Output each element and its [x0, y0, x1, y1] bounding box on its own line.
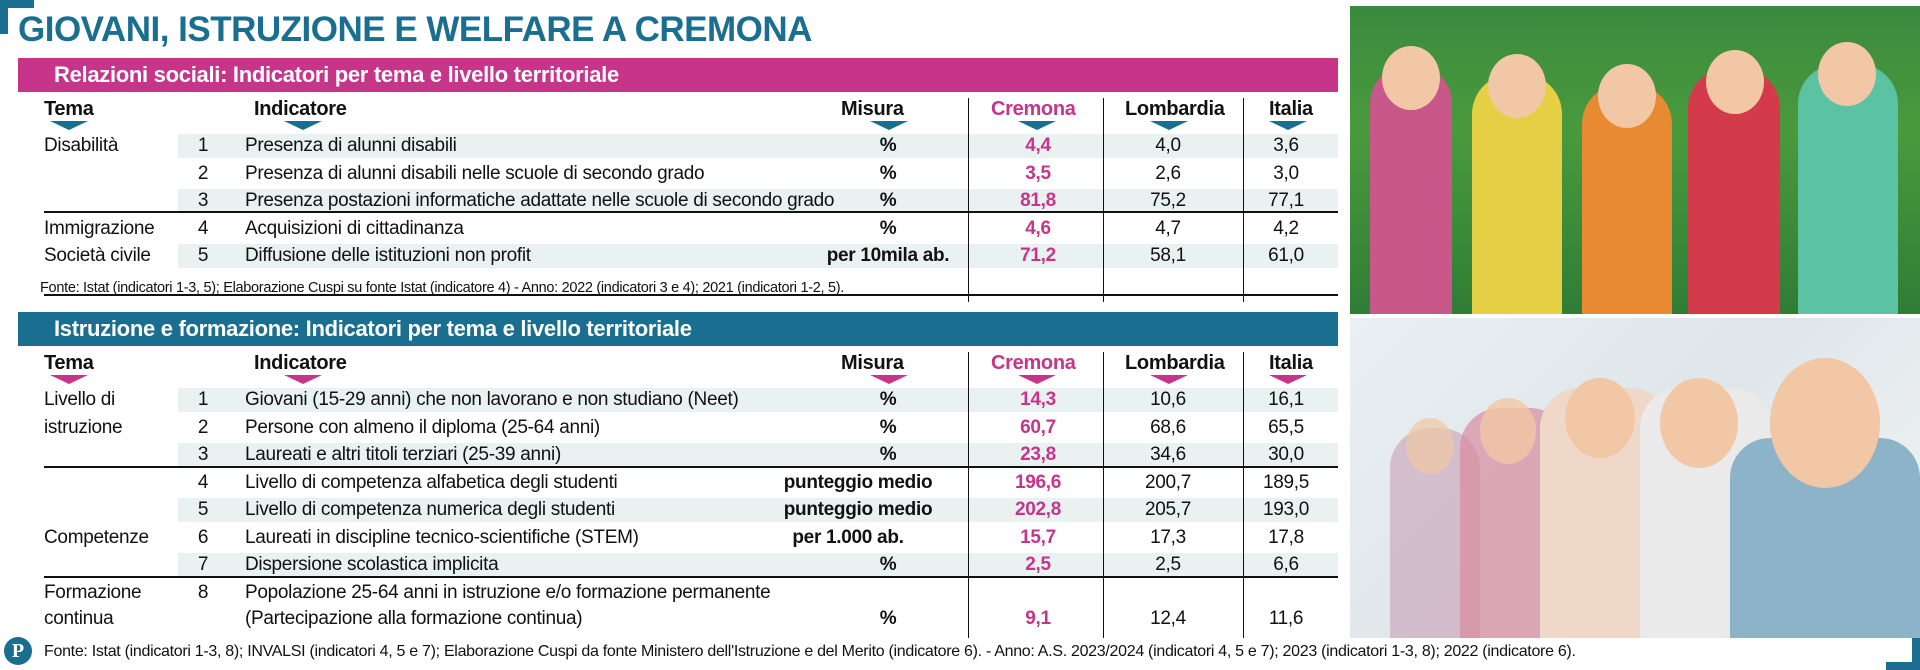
triangle-icon: [870, 375, 908, 384]
photo-children: [1350, 6, 1920, 314]
table-row: istruzione 2 Persone con almeno il diplo…: [44, 416, 1304, 438]
corner-mark: [0, 0, 8, 34]
table-row: 3 Presenza postazioni informatiche adatt…: [18, 187, 1338, 215]
divider: [1103, 98, 1104, 302]
table-row: Formazione 8 Popolazione 25-64 anni in i…: [44, 581, 771, 603]
col-lombardia: Lombardia: [1125, 98, 1225, 120]
divider: [1103, 352, 1104, 638]
triangle-icon: [1269, 121, 1307, 130]
triangle-icon: [1150, 375, 1188, 384]
photo-students: [1350, 318, 1920, 638]
divider: [44, 211, 1338, 213]
table-row: 3 Laureati e altri titoli terziari (25-3…: [18, 441, 1338, 469]
col-tema: Tema: [44, 98, 94, 120]
triangle-icon: [870, 121, 908, 130]
table-istruzione-formazione: Tema Indicatore Misura Cremona Lombardia…: [18, 350, 1338, 638]
divider: [44, 294, 1338, 296]
divider: [1243, 98, 1244, 302]
table-row: Disabilità 1 Presenza di alunni disabili…: [18, 132, 1338, 160]
section-heading-istruzione: Istruzione e formazione: Indicatori per …: [18, 312, 1338, 346]
divider: [968, 352, 969, 638]
triangle-icon: [50, 121, 88, 130]
source-note: Fonte: Istat (indicatori 1-3, 8); INVALS…: [44, 643, 1576, 660]
table-row: Società civile 5 Diffusione delle istitu…: [18, 242, 1338, 270]
corner-mark: [0, 0, 34, 8]
triangle-icon: [1269, 375, 1307, 384]
table-row: Competenze 6 Laureati in discipline tecn…: [44, 526, 1304, 548]
table-row: Immigrazione 4 Acquisizioni di cittadina…: [44, 217, 1299, 239]
col-cremona: Cremona: [991, 98, 1076, 120]
table-header: Tema Indicatore Misura Cremona Lombardia…: [18, 350, 1338, 386]
triangle-icon: [1018, 121, 1056, 130]
triangle-icon: [1150, 121, 1188, 130]
col-lombardia: Lombardia: [1125, 352, 1225, 374]
divider: [44, 576, 1338, 578]
table-row: 7 Dispersione scolastica implicita % 2,5…: [18, 551, 1338, 579]
col-italia: Italia: [1269, 352, 1313, 374]
triangle-icon: [1018, 375, 1056, 384]
col-italia: Italia: [1269, 98, 1313, 120]
table-header: Tema Indicatore Misura Cremona Lombardia…: [18, 96, 1338, 132]
table-row: continua (Partecipazione alla formazione…: [44, 607, 1304, 629]
publisher-logo: P: [4, 637, 32, 665]
triangle-icon: [284, 121, 322, 130]
source-note: Fonte: Istat (indicatori 1-3, 5); Elabor…: [40, 280, 844, 296]
table-relazioni-sociali: Tema Indicatore Misura Cremona Lombardia…: [18, 96, 1338, 302]
corner-mark: [1912, 636, 1920, 670]
triangle-icon: [50, 375, 88, 384]
table-row: Livello di 1 Giovani (15-29 anni) che no…: [18, 386, 1338, 414]
table-row: 5 Livello di competenza numerica degli s…: [18, 496, 1338, 524]
corner-mark: [1886, 662, 1920, 670]
col-cremona: Cremona: [991, 352, 1076, 374]
col-misura: Misura: [841, 98, 904, 120]
col-misura: Misura: [841, 352, 904, 374]
table-row: 4 Livello di competenza alfabetica degli…: [197, 471, 1310, 493]
col-indicatore: Indicatore: [254, 352, 347, 374]
divider: [44, 466, 1338, 468]
page-title: GIOVANI, ISTRUZIONE E WELFARE A CREMONA: [18, 10, 812, 49]
triangle-icon: [284, 375, 322, 384]
col-tema: Tema: [44, 352, 94, 374]
table-row: 2 Presenza di alunni disabili nelle scuo…: [197, 162, 1299, 184]
col-indicatore: Indicatore: [254, 98, 347, 120]
section-heading-relazioni: Relazioni sociali: Indicatori per tema e…: [18, 58, 1338, 92]
divider: [968, 98, 969, 302]
divider: [1243, 352, 1244, 638]
